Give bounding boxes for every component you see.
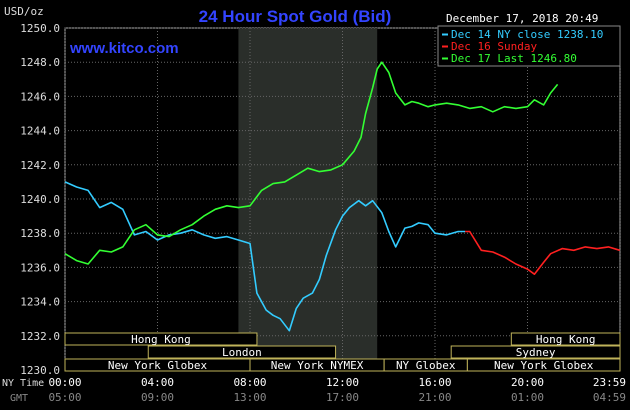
x-tick-label-gmt: 09:00 [141, 391, 174, 404]
y-tick-label: 1250.0 [20, 22, 60, 35]
date-label: December 17, 2018 20:49 [446, 12, 598, 25]
session-bar [450, 345, 621, 359]
x-tick-label-ny: 23:59 [593, 376, 626, 389]
x-tick-label-gmt: 04:59 [593, 391, 626, 404]
x-tick-label-gmt: 01:00 [511, 391, 544, 404]
session-label: New York Globex [108, 359, 208, 372]
x-tick-label-gmt: 21:00 [418, 391, 451, 404]
x-tick-label-ny: 00:00 [48, 376, 81, 389]
legend-entry: Dec 16 Sunday [451, 40, 537, 53]
x-tick-label-ny: 08:00 [233, 376, 266, 389]
session-label: Sydney [516, 346, 556, 359]
x-tick-label-gmt: 05:00 [48, 391, 81, 404]
x-tick-label-ny: 12:00 [326, 376, 359, 389]
session-bar [510, 332, 621, 346]
y-unit-label: USD/oz [4, 5, 44, 18]
y-tick-label: 1248.0 [20, 56, 60, 69]
y-tick-label: 1232.0 [20, 330, 60, 343]
x-tick-label-gmt: 17:00 [326, 391, 359, 404]
series-line-dec-14 [64, 181, 466, 332]
y-tick-label: 1240.0 [20, 193, 60, 206]
y-tick-label: 1234.0 [20, 296, 60, 309]
website-label: www.kitco.com [69, 40, 179, 57]
y-tick-label: 1238.0 [20, 227, 60, 240]
x-tick-label-ny: 04:00 [141, 376, 174, 389]
legend-box [437, 25, 621, 67]
session-bar [64, 332, 258, 346]
session-label: New York Globex [494, 359, 594, 372]
session-label: London [222, 346, 262, 359]
series-line-dec-16 [465, 230, 621, 276]
y-tick-label: 1246.0 [20, 90, 60, 103]
legend-entry: Dec 14 NY close 1238.10 [451, 28, 603, 41]
session-label: Hong Kong [536, 333, 596, 346]
session-label: New York NYMEX [271, 359, 364, 372]
session-label: Hong Kong [131, 333, 191, 346]
legend-entry: Dec 17 Last 1246.80 [451, 52, 577, 65]
chart-title: 24 Hour Spot Gold (Bid) [199, 7, 392, 26]
session-highlight-band [238, 28, 378, 370]
session-bar [147, 345, 337, 359]
y-tick-label: 1236.0 [20, 261, 60, 274]
plot-area: 1250.0 1248.0 1246.0 1244.0 1242.0 1240.0 1238… [2, 22, 626, 404]
series-line-dec-17 [64, 61, 559, 265]
session-bar [466, 358, 621, 372]
x-tick-label-ny: 16:00 [418, 376, 451, 389]
y-tick-label: 1244.0 [20, 125, 60, 138]
x-tick-label-ny: 20:00 [511, 376, 544, 389]
session-label: NY Globex [396, 359, 456, 372]
x-row-label-ny: NY Time [2, 378, 44, 389]
x-row-label-gmt: GMT [10, 393, 28, 404]
y-tick-label: 1230.0 [20, 364, 60, 377]
x-tick-label-gmt: 13:00 [233, 391, 266, 404]
y-tick-label: 1242.0 [20, 159, 60, 172]
